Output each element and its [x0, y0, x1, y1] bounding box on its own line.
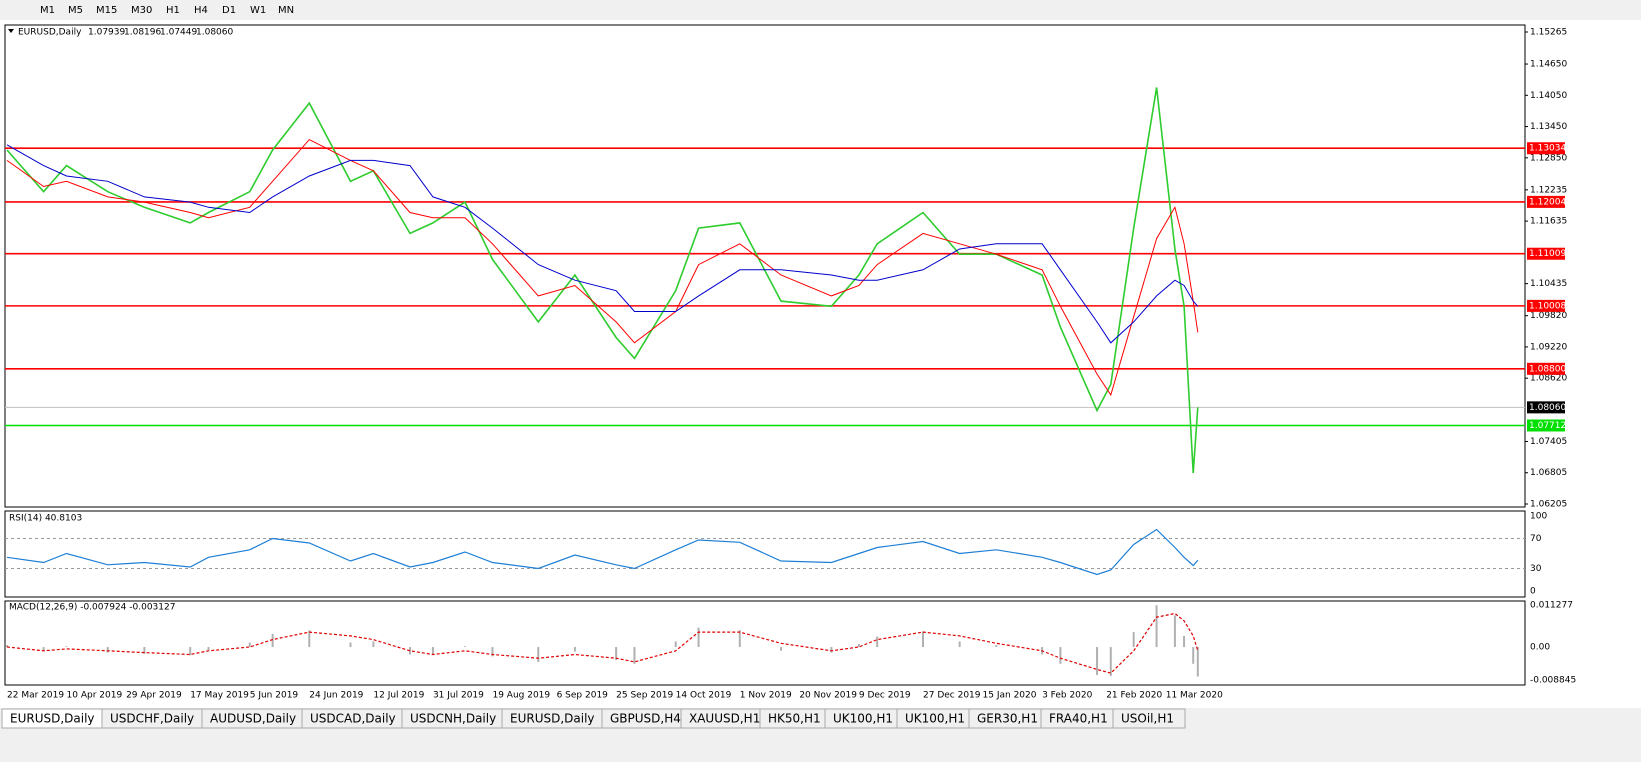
macd-tick-label: -0.008845 — [1530, 676, 1576, 686]
x-tick-label: 19 Aug 2019 — [492, 691, 550, 701]
y-tick-label: 1.11635 — [1530, 217, 1567, 227]
y-tick-label: 1.15265 — [1530, 28, 1567, 38]
y-tick-label: 1.13450 — [1530, 122, 1567, 132]
tab-label[interactable]: USDCNH,Daily — [410, 712, 496, 726]
level-tag — [1527, 142, 1565, 155]
y-tick-label: 1.09220 — [1530, 342, 1567, 352]
timeframe-button[interactable]: M5 — [68, 5, 83, 16]
level-tag — [1527, 419, 1565, 432]
timeframe-button[interactable]: W1 — [250, 5, 266, 16]
tab-label[interactable]: USDCAD,Daily — [310, 712, 396, 726]
x-tick-label: 17 May 2019 — [190, 691, 249, 701]
tab-label[interactable]: GER30,H1 — [977, 712, 1038, 726]
tab-label[interactable]: HK50,H1 — [768, 712, 821, 726]
tab-label[interactable]: EURUSD,Daily — [10, 712, 95, 726]
tab-label[interactable]: USOil,H1 — [1121, 712, 1174, 726]
level-label: 1.08060 — [1529, 403, 1566, 413]
timeframe-button[interactable]: M30 — [131, 5, 152, 16]
macd-signal — [6, 612, 1199, 674]
ohlc-value: 1.07939 — [88, 28, 125, 38]
tab-label[interactable]: UK100,H1 — [905, 712, 965, 726]
ohlc-value: 1.07449 — [160, 28, 197, 38]
macd-tick-label: 0.011277 — [1530, 601, 1573, 611]
x-tick-label: 9 Dec 2019 — [859, 691, 911, 701]
level-label: 1.07712 — [1529, 421, 1566, 431]
tab-label[interactable]: XAUUSD,H1 — [689, 712, 760, 726]
y-tick-label: 1.08620 — [1530, 374, 1567, 384]
x-tick-label: 6 Sep 2019 — [557, 691, 609, 701]
macd-panel — [4, 600, 1526, 686]
tab[interactable] — [1112, 708, 1186, 729]
y-tick-label: 1.14050 — [1530, 91, 1567, 101]
x-tick-label: 20 Nov 2019 — [799, 691, 857, 701]
x-tick-label: 25 Sep 2019 — [616, 691, 673, 701]
y-tick-label: 1.12235 — [1530, 185, 1567, 195]
timeframe-button[interactable]: H1 — [166, 5, 180, 16]
price-panel — [4, 24, 1526, 508]
macd-title: MACD(12,26,9) -0.007924 -0.003127 — [9, 603, 175, 613]
x-tick-label: 1 Nov 2019 — [740, 691, 792, 701]
y-tick-label: 1.09820 — [1530, 311, 1567, 321]
tab-label[interactable]: FRA40,H1 — [1049, 712, 1108, 726]
level-label: 1.12004 — [1529, 197, 1566, 207]
x-tick-label: 12 Jul 2019 — [373, 691, 424, 701]
x-tick-label: 11 Mar 2020 — [1166, 691, 1223, 701]
macd-tick-label: 0.00 — [1530, 643, 1550, 653]
rsi-tick-label: 30 — [1530, 564, 1542, 574]
ohlc-value: 1.08060 — [196, 28, 233, 38]
x-tick-label: 22 Mar 2019 — [7, 691, 64, 701]
timeframe-button[interactable]: H4 — [194, 5, 208, 16]
level-label: 1.11009 — [1529, 249, 1566, 259]
level-tag — [1527, 299, 1565, 312]
symbol-label: EURUSD,Daily — [18, 28, 82, 38]
y-tick-label: 1.12850 — [1530, 153, 1567, 163]
level-tag — [1527, 401, 1565, 414]
timeframe-button[interactable]: D1 — [222, 5, 236, 16]
y-tick-label: 1.07405 — [1530, 437, 1567, 447]
x-tick-label: 5 Jun 2019 — [250, 691, 299, 701]
timeframe-button[interactable]: MN — [278, 5, 294, 16]
x-tick-label: 24 Jun 2019 — [309, 691, 363, 701]
level-label: 1.13034 — [1529, 144, 1566, 154]
price-line — [6, 138, 1199, 397]
toolbar-bg — [0, 0, 1641, 20]
x-tick-label: 21 Feb 2020 — [1106, 691, 1162, 701]
level-tag — [1527, 195, 1565, 208]
level-label: 1.08800 — [1529, 364, 1566, 374]
y-tick-label: 1.06205 — [1530, 500, 1567, 510]
rsi-tick-label: 70 — [1530, 534, 1542, 544]
ohlc-value: 1.08196 — [124, 28, 161, 38]
price-line — [6, 144, 1199, 344]
x-tick-label: 29 Apr 2019 — [126, 691, 182, 701]
tab-label[interactable]: USDCHF,Daily — [110, 712, 194, 726]
level-label: 1.10008 — [1529, 301, 1566, 311]
x-tick-label: 27 Dec 2019 — [923, 691, 981, 701]
rsi-title: RSI(14) 40.8103 — [9, 514, 82, 524]
x-tick-label: 3 Feb 2020 — [1042, 691, 1093, 701]
rsi-tick-label: 0 — [1530, 587, 1536, 597]
x-tick-label: 14 Oct 2019 — [676, 691, 732, 701]
tab-label[interactable]: UK100,H1 — [833, 712, 893, 726]
timeframe-button[interactable]: M15 — [96, 5, 117, 16]
y-tick-label: 1.14650 — [1530, 60, 1567, 70]
level-tag — [1527, 247, 1565, 260]
tab-label[interactable]: EURUSD,Daily — [510, 712, 595, 726]
price-line — [6, 87, 1199, 474]
x-tick-label: 15 Jan 2020 — [983, 691, 1037, 701]
x-tick-label: 10 Apr 2019 — [67, 691, 123, 701]
y-tick-label: 1.10435 — [1530, 279, 1567, 289]
rsi-line — [6, 528, 1199, 576]
tab-label[interactable]: AUDUSD,Daily — [210, 712, 296, 726]
tab-label[interactable]: GBPUSD,H4 — [610, 712, 681, 726]
timeframe-button[interactable]: M1 — [40, 5, 55, 16]
collapse-icon — [8, 29, 14, 33]
x-tick-label: 31 Jul 2019 — [433, 691, 484, 701]
level-tag — [1527, 362, 1565, 375]
y-tick-label: 1.06805 — [1530, 468, 1567, 478]
rsi-tick-label: 100 — [1530, 512, 1547, 522]
